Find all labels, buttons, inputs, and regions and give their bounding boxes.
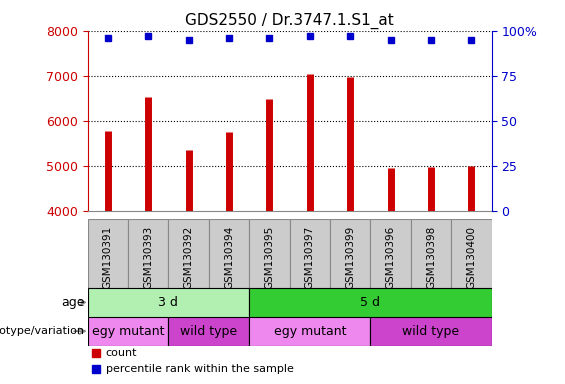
Text: GSM130399: GSM130399 xyxy=(345,226,355,289)
Text: GSM130396: GSM130396 xyxy=(385,226,396,289)
Text: GSM130393: GSM130393 xyxy=(143,226,153,289)
Bar xyxy=(371,317,492,346)
Bar xyxy=(330,219,371,288)
Text: percentile rank within the sample: percentile rank within the sample xyxy=(106,364,294,374)
Bar xyxy=(168,219,209,288)
Text: 3 d: 3 d xyxy=(158,296,179,309)
Bar xyxy=(249,317,371,346)
Bar xyxy=(88,288,249,317)
Text: GSM130397: GSM130397 xyxy=(305,226,315,289)
Text: 5 d: 5 d xyxy=(360,296,380,309)
Bar xyxy=(411,219,451,288)
Bar xyxy=(128,219,168,288)
Text: genotype/variation: genotype/variation xyxy=(0,326,85,336)
Text: GSM130400: GSM130400 xyxy=(466,226,476,289)
Text: GSM130392: GSM130392 xyxy=(184,226,194,289)
Text: GSM130398: GSM130398 xyxy=(426,226,436,289)
Bar xyxy=(249,288,492,317)
Text: egy mutant: egy mutant xyxy=(92,325,164,338)
Text: count: count xyxy=(106,348,137,358)
Bar xyxy=(371,219,411,288)
Bar xyxy=(290,219,330,288)
Text: wild type: wild type xyxy=(180,325,237,338)
Text: GSM130394: GSM130394 xyxy=(224,226,234,289)
Text: GSM130391: GSM130391 xyxy=(103,226,113,289)
Title: GDS2550 / Dr.3747.1.S1_at: GDS2550 / Dr.3747.1.S1_at xyxy=(185,13,394,29)
Text: age: age xyxy=(61,296,85,309)
Text: egy mutant: egy mutant xyxy=(273,325,346,338)
Text: GSM130395: GSM130395 xyxy=(264,226,275,289)
Bar xyxy=(88,317,168,346)
Bar xyxy=(209,219,249,288)
Text: wild type: wild type xyxy=(402,325,459,338)
Bar xyxy=(168,317,249,346)
Bar xyxy=(249,219,289,288)
Bar xyxy=(451,219,492,288)
Bar xyxy=(88,219,128,288)
